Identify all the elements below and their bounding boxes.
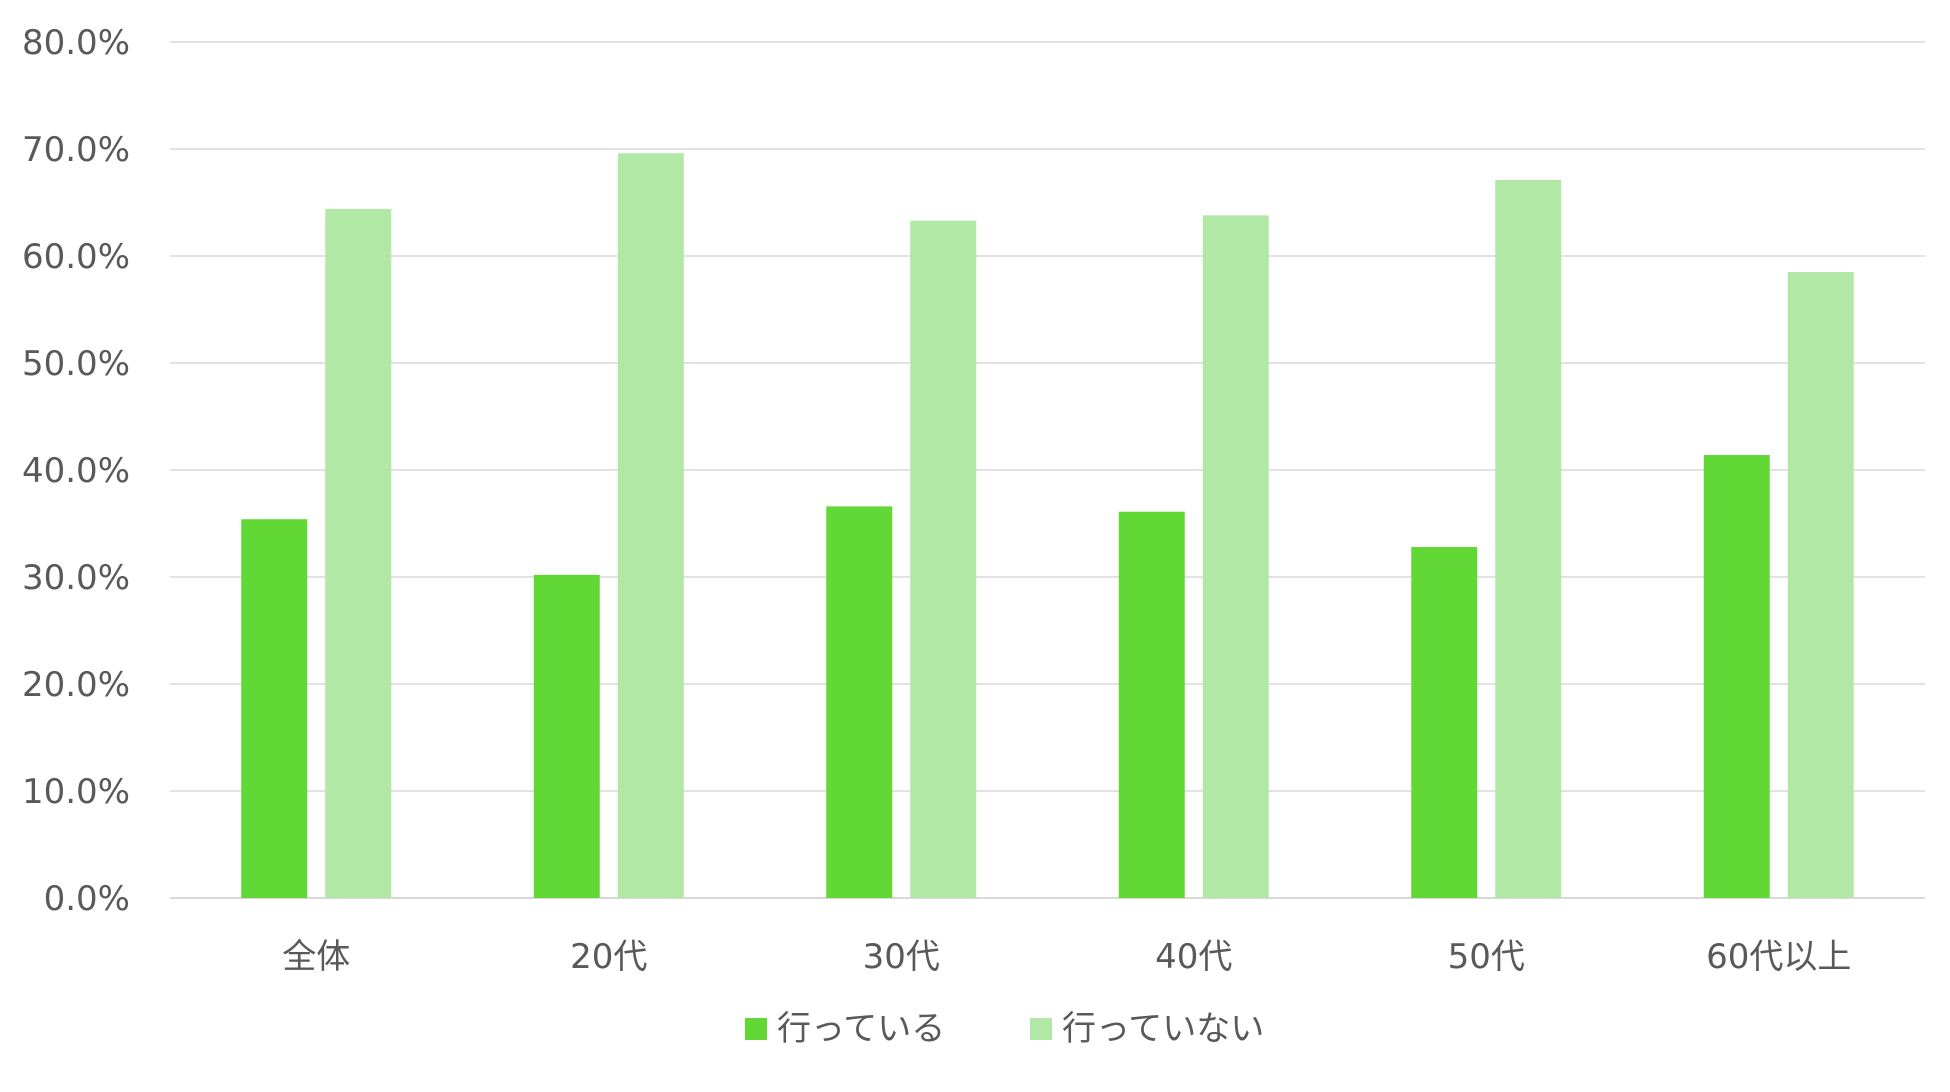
x-category-label: 60代以上	[1706, 937, 1851, 977]
legend-label: 行っていない	[1062, 1009, 1264, 1049]
legend-swatch	[1030, 1018, 1052, 1040]
y-tick-label: 40.0%	[22, 451, 130, 491]
y-tick-label: 80.0%	[22, 23, 130, 63]
bar-doing	[826, 506, 893, 898]
y-tick-label: 10.0%	[22, 772, 130, 812]
x-category-label: 全体	[282, 937, 350, 977]
bar-doing	[1411, 547, 1478, 898]
bar-not-doing	[910, 220, 977, 898]
y-tick-label: 30.0%	[22, 558, 130, 598]
legend-swatch	[745, 1018, 767, 1040]
bar-doing	[533, 574, 600, 898]
gridlines	[170, 41, 1925, 899]
y-tick-label: 50.0%	[22, 344, 130, 384]
legend: 行っている 行っていない	[745, 1009, 1264, 1049]
y-tick-label: 0.0%	[44, 879, 130, 919]
x-category-label: 20代	[570, 937, 647, 977]
y-tick-label: 70.0%	[22, 130, 130, 170]
y-tick-label: 20.0%	[22, 665, 130, 705]
x-category-label: 30代	[863, 937, 940, 977]
bar-doing	[1703, 455, 1770, 898]
bars	[241, 153, 1854, 899]
bar-not-doing	[617, 153, 684, 898]
bar-not-doing	[1202, 215, 1269, 899]
legend-label: 行っている	[777, 1009, 945, 1049]
y-tick-label: 60.0%	[22, 237, 130, 277]
bar-not-doing	[325, 208, 392, 899]
x-category-label: 40代	[1155, 937, 1232, 977]
y-axis-tick-labels: 0.0% 10.0% 20.0% 30.0% 40.0% 50.0% 60.0% 70.0% 8…	[22, 23, 130, 919]
bar-doing	[1118, 511, 1185, 898]
bar-doing	[241, 519, 308, 898]
x-category-label: 50代	[1448, 937, 1525, 977]
bar-not-doing	[1787, 272, 1854, 898]
x-axis-category-labels: 全体 20代 30代 40代 50代 60代以上	[282, 937, 1851, 977]
bar-not-doing	[1495, 180, 1562, 898]
